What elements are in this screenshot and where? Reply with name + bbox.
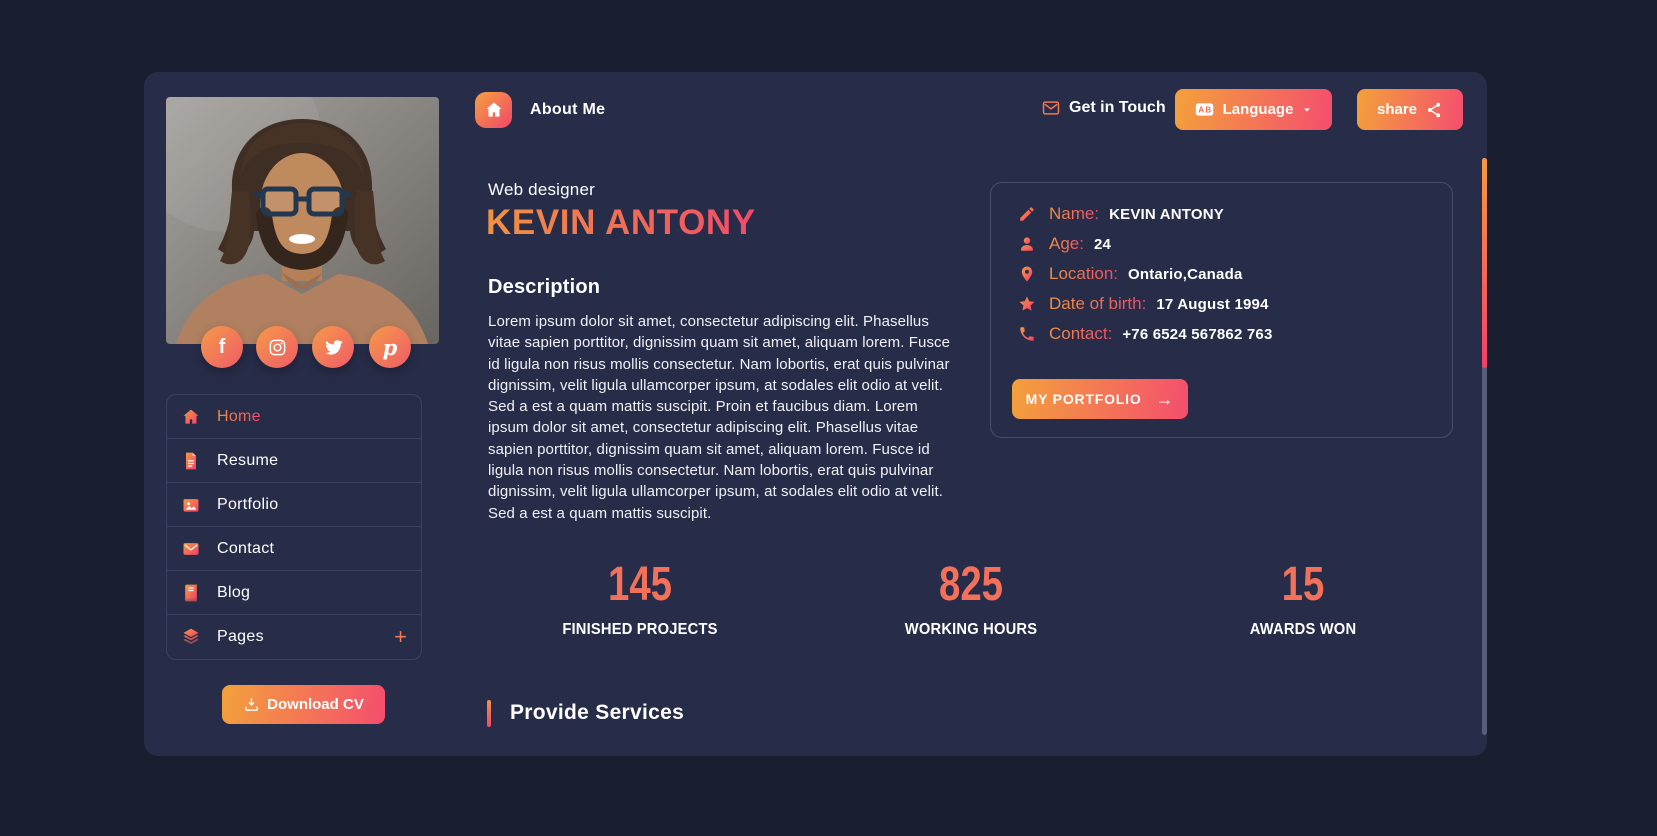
profile-photo-image xyxy=(166,97,439,344)
download-icon xyxy=(245,698,259,711)
pinterest-icon: p xyxy=(382,334,398,360)
get-in-touch-link[interactable]: Get in Touch xyxy=(1041,98,1166,118)
my-portfolio-button[interactable]: MY PORTFOLIO → xyxy=(1012,379,1188,419)
home-icon xyxy=(486,102,501,117)
services-heading: Provide Services xyxy=(510,701,685,724)
translate-icon: A B xyxy=(1195,103,1213,116)
blog-icon xyxy=(185,584,197,601)
info-value: +76 6524 567862 763 xyxy=(1122,325,1273,343)
share-button[interactable]: share xyxy=(1357,89,1463,130)
sidebar-item-portfolio[interactable]: Portfolio xyxy=(167,483,421,527)
scrollbar-track[interactable] xyxy=(1482,158,1487,735)
sidebar-item-label: Pages xyxy=(217,628,264,645)
download-cv-label: Download CV xyxy=(267,696,364,713)
stat-value: 145 xyxy=(607,558,673,611)
info-row-birth: Date of birth: 17 August 1994 xyxy=(1015,289,1452,319)
info-label: Name: xyxy=(1049,204,1100,223)
stat-label: AWARDS WON xyxy=(1249,621,1357,638)
pencil-icon xyxy=(1020,207,1034,221)
svg-text:A: A xyxy=(1198,106,1204,115)
scrollbar-thumb[interactable] xyxy=(1482,158,1487,368)
info-value: KEVIN ANTONY xyxy=(1109,205,1224,223)
stat-awards-won: 15 AWARDS WON xyxy=(1153,559,1453,639)
info-label: Age: xyxy=(1049,234,1084,253)
sidebar-item-label: Home xyxy=(217,407,261,425)
stat-finished-projects: 145 FINISHED PROJECTS xyxy=(490,559,790,639)
portfolio-icon xyxy=(183,498,199,512)
info-value: 24 xyxy=(1093,235,1112,253)
main-card: About Me Get in Touch A B Language share xyxy=(144,72,1487,756)
get-in-touch-label: Get in Touch xyxy=(1069,99,1166,116)
instagram-button[interactable] xyxy=(256,326,298,368)
description-heading: Description xyxy=(488,276,601,298)
home-icon xyxy=(183,409,199,424)
info-row-age: Age: 24 xyxy=(1015,229,1452,259)
envelope-icon xyxy=(183,542,199,555)
home-button[interactable] xyxy=(475,92,512,128)
twitter-button[interactable] xyxy=(312,326,354,368)
twitter-icon xyxy=(324,339,343,355)
stat-value: 15 xyxy=(1281,558,1325,611)
info-row-name: Name: KEVIN ANTONY xyxy=(1015,199,1452,229)
profile-photo xyxy=(166,97,439,344)
sidebar-item-pages[interactable]: Pages + xyxy=(167,615,421,659)
profile-info-panel: Name: KEVIN ANTONY Age: 24 Location: Ont… xyxy=(990,182,1453,438)
layers-icon xyxy=(183,628,199,645)
pinterest-button[interactable]: p xyxy=(369,326,411,368)
share-label: share xyxy=(1376,101,1418,118)
arrow-right-icon: → xyxy=(1155,388,1175,409)
language-button[interactable]: A B Language xyxy=(1175,89,1332,130)
share-icon xyxy=(1427,102,1441,117)
star-icon xyxy=(1019,296,1035,311)
info-value: 17 August 1994 xyxy=(1156,295,1269,313)
facebook-icon: f xyxy=(218,335,226,358)
info-row-location: Location: Ontario,Canada xyxy=(1015,259,1452,289)
stat-label: FINISHED PROJECTS xyxy=(562,621,718,638)
sidebar-item-label: Blog xyxy=(217,583,251,601)
sidebar-item-home[interactable]: Home xyxy=(167,395,421,439)
info-label: Location: xyxy=(1049,264,1118,283)
stat-working-hours: 825 WORKING HOURS xyxy=(821,559,1121,639)
info-value: Ontario,Canada xyxy=(1128,265,1243,283)
description-paragraph: Lorem ipsum dolor sit amet, consectetur … xyxy=(488,313,951,522)
sidebar-item-blog[interactable]: Blog xyxy=(167,571,421,615)
info-label: Date of birth: xyxy=(1049,294,1147,313)
phone-icon xyxy=(1020,327,1034,341)
expand-plus-icon[interactable]: + xyxy=(394,624,407,649)
resume-icon xyxy=(186,452,196,469)
page-title: About Me xyxy=(530,101,606,118)
facebook-button[interactable]: f xyxy=(201,326,243,368)
user-icon xyxy=(1021,237,1033,251)
person-name: KEVIN ANTONY xyxy=(486,203,756,242)
sidebar-item-label: Contact xyxy=(217,539,275,557)
sidebar-item-label: Portfolio xyxy=(217,495,279,513)
sidebar-menu: Home Resume Portfolio Contact xyxy=(166,394,422,660)
info-label: Contact: xyxy=(1049,324,1113,343)
info-row-contact: Contact: +76 6524 567862 763 xyxy=(1015,319,1452,349)
stat-value: 825 xyxy=(938,558,1004,611)
role-text: Web designer xyxy=(488,180,595,199)
mail-icon xyxy=(1042,101,1060,115)
stat-label: WORKING HOURS xyxy=(904,621,1038,638)
services-accent-bar xyxy=(487,700,491,727)
svg-text:B: B xyxy=(1205,106,1211,115)
sidebar-item-contact[interactable]: Contact xyxy=(167,527,421,571)
chevron-down-icon xyxy=(1304,108,1311,111)
sidebar-item-resume[interactable]: Resume xyxy=(167,439,421,483)
download-cv-button[interactable]: Download CV xyxy=(222,685,385,724)
my-portfolio-label: MY PORTFOLIO xyxy=(1025,391,1142,407)
sidebar-item-label: Resume xyxy=(217,451,279,469)
location-icon xyxy=(1021,266,1033,282)
instagram-icon xyxy=(269,339,285,355)
language-label: Language xyxy=(1222,101,1294,118)
